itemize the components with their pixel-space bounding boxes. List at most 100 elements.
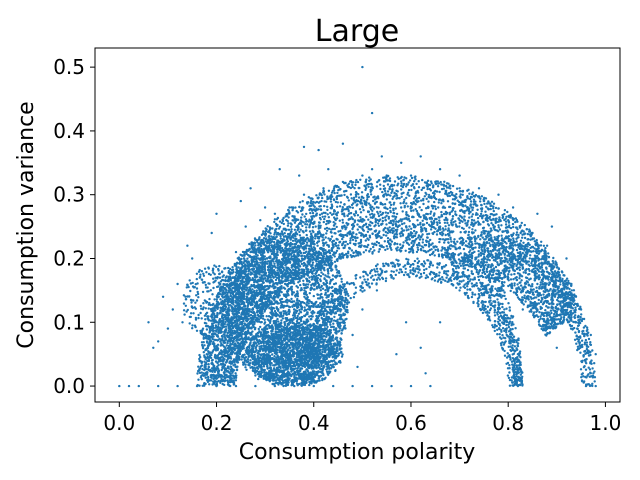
data-point <box>410 184 413 187</box>
data-point <box>216 367 220 370</box>
data-point <box>306 223 309 226</box>
data-point <box>503 209 507 212</box>
data-point <box>354 249 358 253</box>
data-point <box>264 232 267 235</box>
data-point <box>555 307 558 310</box>
data-point <box>523 294 526 297</box>
data-point <box>472 198 476 201</box>
data-point <box>542 244 546 247</box>
data-point <box>337 194 341 197</box>
data-point <box>375 236 378 240</box>
data-point <box>531 306 534 310</box>
data-point <box>552 256 555 260</box>
data-point <box>343 244 347 247</box>
data-point <box>544 253 547 256</box>
data-point <box>305 201 309 204</box>
data-point <box>505 215 508 218</box>
data-point <box>521 267 525 270</box>
data-point <box>484 210 487 213</box>
data-point <box>437 226 441 229</box>
data-point <box>262 281 265 284</box>
data-point <box>344 240 348 243</box>
data-point <box>370 189 373 192</box>
data-point <box>296 218 300 221</box>
data-point <box>542 325 545 328</box>
data-point <box>434 182 438 186</box>
data-point <box>330 191 334 194</box>
data-point <box>529 254 532 257</box>
data-point <box>214 360 218 363</box>
data-point <box>333 260 337 263</box>
data-point <box>416 219 419 222</box>
data-point <box>458 225 461 228</box>
data-point <box>202 341 205 344</box>
data-point <box>317 227 320 230</box>
data-point <box>415 182 418 186</box>
data-point <box>368 223 371 226</box>
data-point <box>513 262 516 266</box>
data-point <box>399 243 402 246</box>
data-point <box>508 263 511 266</box>
data-point <box>339 229 342 233</box>
data-point <box>205 328 209 331</box>
data-point <box>323 217 326 221</box>
data-point <box>333 216 336 219</box>
data-point <box>314 237 317 240</box>
data-point <box>470 221 473 224</box>
data-point <box>443 180 446 183</box>
data-point <box>444 192 447 195</box>
data-point <box>528 283 531 287</box>
data-point <box>383 187 387 190</box>
data-point <box>411 235 415 239</box>
data-point <box>461 204 464 208</box>
data-point <box>364 222 368 225</box>
data-point <box>420 245 423 248</box>
data-point <box>293 228 297 231</box>
data-point <box>538 276 541 279</box>
data-point <box>341 208 345 211</box>
data-point <box>454 242 457 246</box>
data-point <box>475 256 478 259</box>
data-point <box>327 237 330 240</box>
data-point <box>321 239 324 242</box>
data-point <box>351 183 354 187</box>
data-point <box>212 368 215 372</box>
data-point <box>400 195 403 198</box>
data-point <box>440 183 443 186</box>
data-point <box>546 325 549 328</box>
data-point <box>314 225 317 228</box>
data-point <box>372 245 375 249</box>
data-point <box>539 283 542 286</box>
data-point <box>337 244 340 247</box>
data-point <box>541 329 545 332</box>
data-point <box>265 237 268 240</box>
data-point <box>393 194 396 198</box>
data-point <box>319 205 322 208</box>
data-point <box>369 220 372 224</box>
data-point <box>223 341 226 344</box>
data-point <box>527 242 530 246</box>
data-point <box>475 237 478 240</box>
data-point <box>228 371 231 374</box>
data-point <box>471 213 474 216</box>
data-point <box>227 380 230 384</box>
data-point <box>377 250 380 253</box>
data-point <box>373 213 376 216</box>
data-point <box>449 236 452 239</box>
data-point <box>506 275 509 278</box>
data-point <box>395 189 398 192</box>
data-point <box>415 199 418 203</box>
data-point <box>196 372 199 375</box>
data-point <box>206 356 209 360</box>
data-point <box>527 273 530 276</box>
data-point <box>427 240 430 243</box>
data-point <box>447 192 450 195</box>
data-point <box>529 308 533 311</box>
data-point <box>325 264 328 267</box>
data-point <box>356 251 359 255</box>
data-point <box>520 279 523 282</box>
data-point <box>199 376 203 379</box>
data-point <box>446 246 450 249</box>
data-point <box>421 238 425 241</box>
data-point <box>441 246 444 249</box>
